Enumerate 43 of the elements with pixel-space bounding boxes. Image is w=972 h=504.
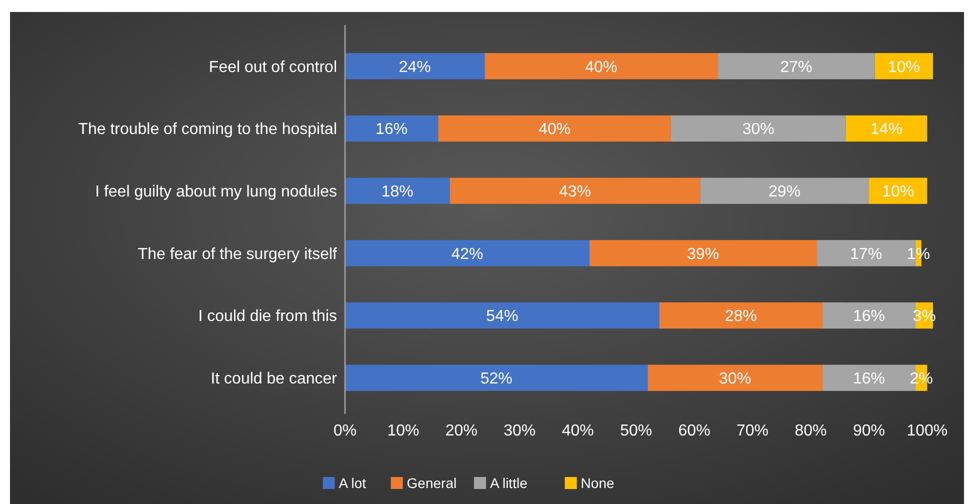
legend-label: General <box>406 474 457 491</box>
data-label: 1% <box>906 246 930 263</box>
y-tick-label: I could die from this <box>198 308 337 326</box>
y-tick-label: Feel out of control <box>208 58 337 76</box>
x-tick-label: 80% <box>794 422 827 440</box>
x-tick-label: 40% <box>562 422 594 440</box>
y-tick-label: The trouble of coming to the hospital <box>78 121 337 138</box>
legend-label: None <box>580 474 614 491</box>
legend-label: A lot <box>338 474 366 491</box>
data-label: 43% <box>558 183 591 200</box>
data-label: 18% <box>381 183 414 200</box>
data-label: 54% <box>486 308 518 326</box>
data-label: 30% <box>719 370 752 388</box>
data-label: 17% <box>850 246 882 263</box>
x-tick-label: 10% <box>387 422 420 440</box>
data-label: 14% <box>870 121 902 138</box>
data-label: 16% <box>852 370 885 388</box>
data-label: 16% <box>852 308 885 326</box>
data-label: 30% <box>742 121 774 138</box>
data-label: 39% <box>687 246 720 263</box>
x-tick-label: 90% <box>852 422 885 440</box>
data-label: 16% <box>376 121 408 138</box>
x-tick-label: 100% <box>906 422 948 440</box>
x-tick-label: 30% <box>504 422 536 440</box>
y-tick-label: It could be cancer <box>210 370 338 388</box>
data-label: 40% <box>538 121 571 138</box>
data-label: 52% <box>480 370 512 388</box>
legend-label: A little <box>490 474 528 491</box>
x-tick-label: 0% <box>333 422 357 440</box>
data-label: 40% <box>585 58 618 76</box>
data-label: 42% <box>451 246 484 263</box>
data-label: 27% <box>780 58 812 76</box>
x-tick-label: 70% <box>736 422 769 440</box>
x-tick-label: 50% <box>620 422 652 440</box>
data-label: 10% <box>882 183 914 200</box>
data-label: 10% <box>888 58 920 76</box>
x-tick-label: 60% <box>678 422 710 440</box>
x-tick-label: 20% <box>445 422 478 440</box>
y-tick-label: The fear of the surgery itself <box>138 246 338 263</box>
data-label: 28% <box>724 308 757 326</box>
data-label: 24% <box>398 58 431 76</box>
y-tick-label: I feel guilty about my lung nodules <box>95 183 337 200</box>
data-label: 29% <box>768 183 801 200</box>
